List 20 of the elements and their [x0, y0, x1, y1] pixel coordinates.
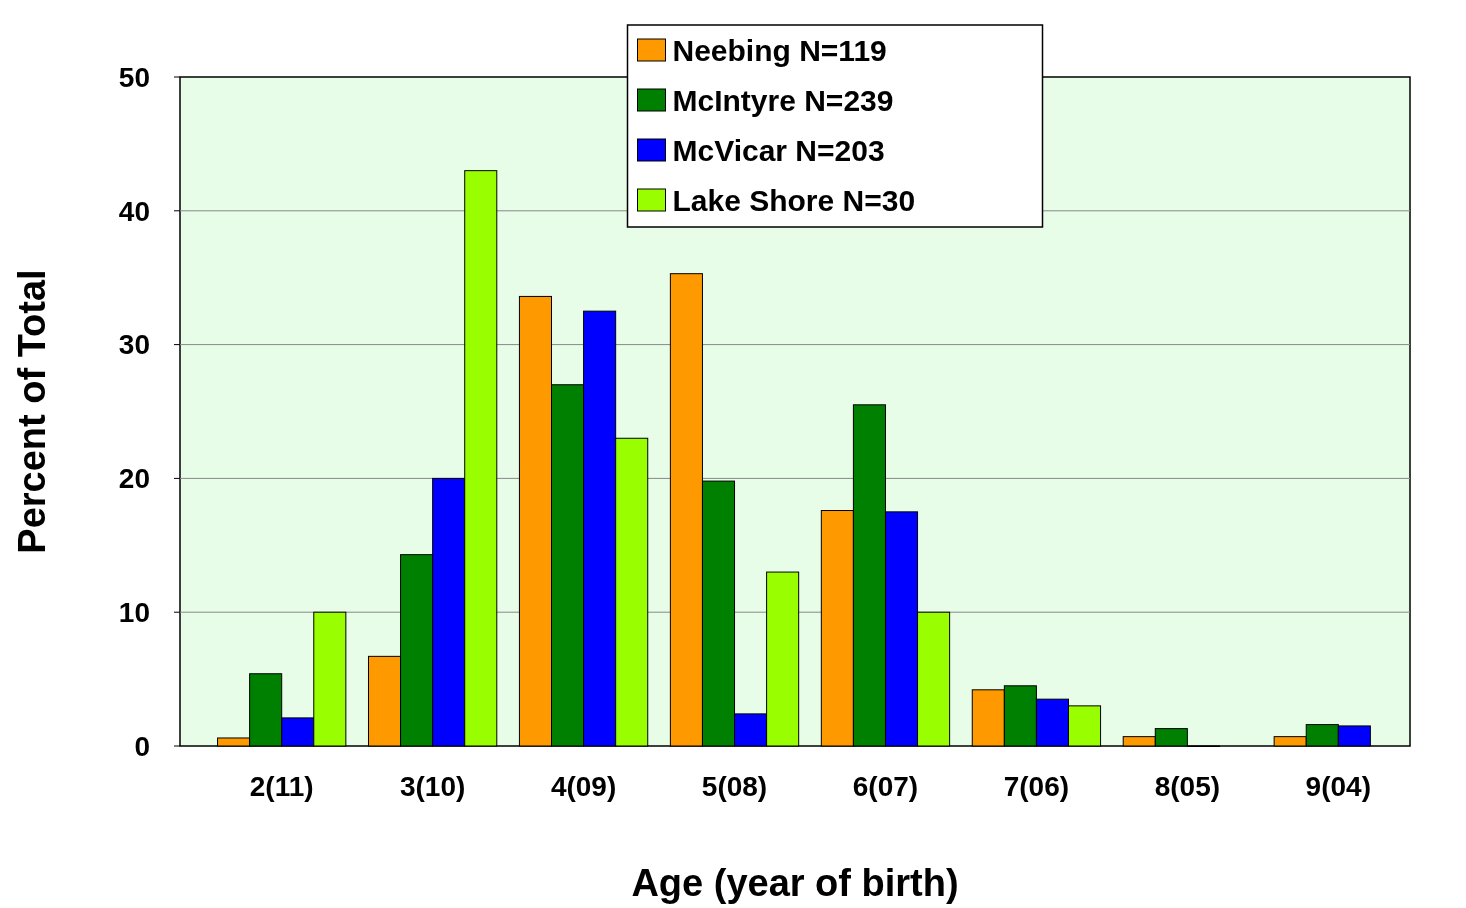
x-tick-label: 2(11) [249, 771, 314, 802]
y-axis-title: Percent of Total [11, 269, 53, 554]
y-tick-label: 30 [118, 329, 150, 361]
legend-label: Neebing N=119 [672, 33, 887, 67]
x-tick-label: 5(08) [701, 771, 768, 802]
legend-label: McVicar N=203 [672, 133, 885, 167]
y-tick-label: 50 [118, 61, 150, 93]
legend-label: McIntyre N=239 [672, 83, 894, 117]
x-tick-label: 9(04) [1305, 771, 1371, 802]
x-axis-title: Age (year of birth) [631, 862, 959, 904]
x-tick-label: 8(05) [1154, 771, 1221, 802]
y-tick-label: 20 [118, 463, 150, 495]
y-tick-label: 10 [118, 597, 150, 628]
x-tick-label: 3(10) [399, 771, 466, 802]
x-tick-label: 6(07) [852, 771, 919, 802]
y-tick-label: 0 [134, 730, 150, 762]
x-tick-label: 4(09) [550, 771, 617, 802]
legend-label: Lake Shore N=30 [672, 183, 916, 217]
x-tick-label: 7(06) [1003, 771, 1070, 802]
y-tick-label: 40 [118, 195, 150, 227]
